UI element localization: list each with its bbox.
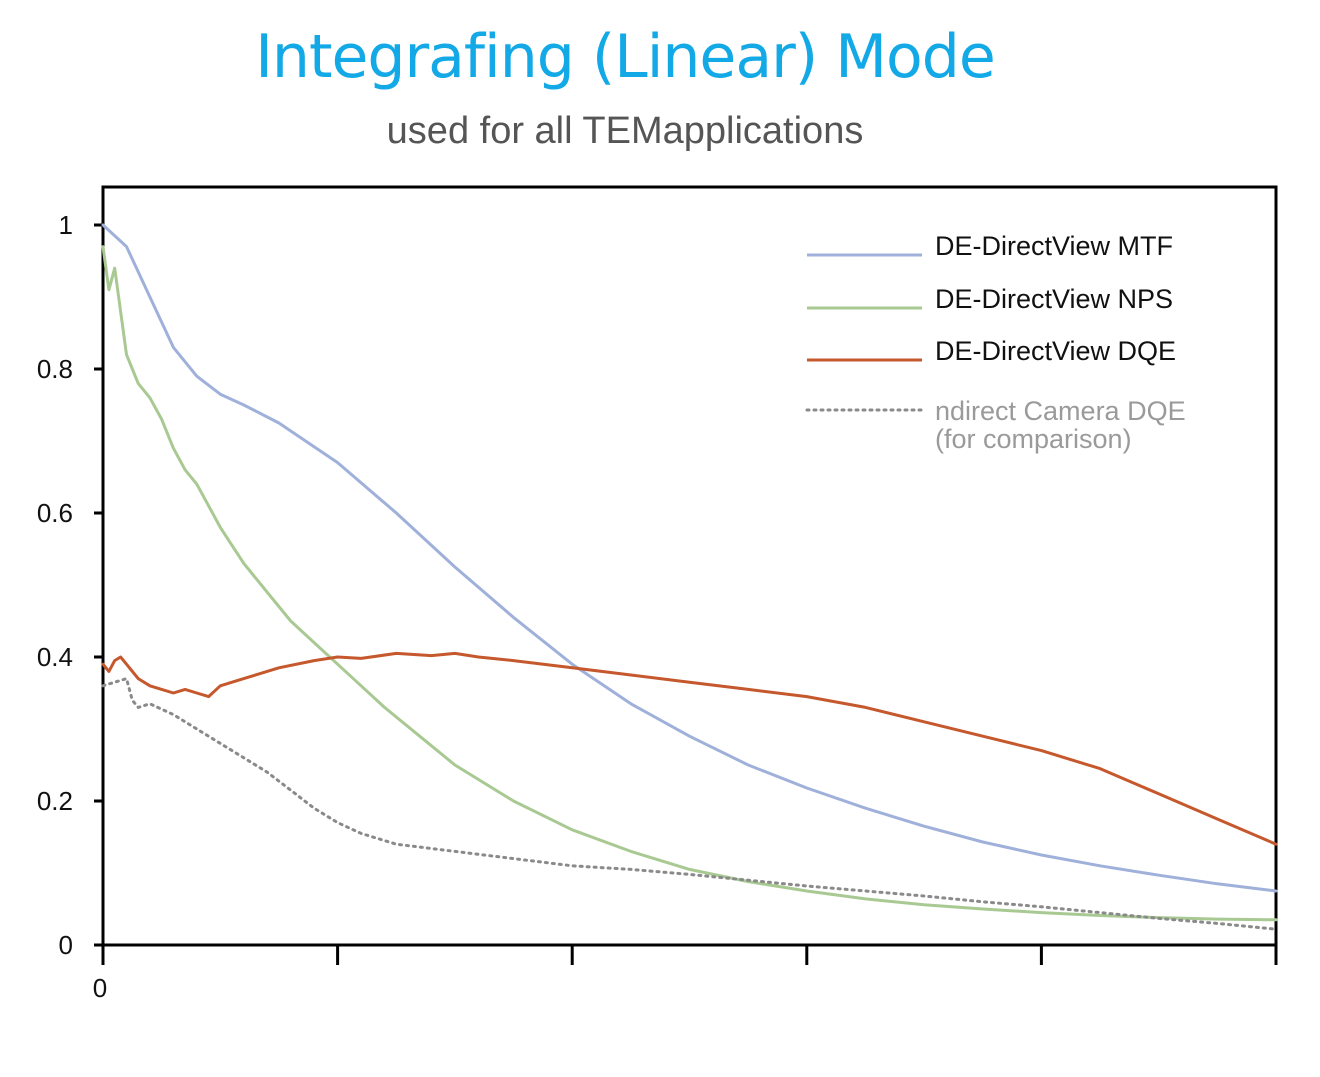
series-line-2 <box>101 245 1278 922</box>
legend-label: (for comparison) <box>935 424 1132 454</box>
y-tick-label: 0.4 <box>37 642 73 672</box>
legend-label: DE-DirectView NPS <box>935 284 1173 314</box>
x-tick-label: 0 <box>93 973 107 1003</box>
x-axis: 0 <box>93 945 1278 1003</box>
chart-title: Integrafing (Linear) Mode <box>255 22 996 92</box>
y-tick-label: 0.6 <box>37 498 73 528</box>
y-tick-label: 1 <box>59 210 73 240</box>
chart-subtitle: used for all TEMapplications <box>386 110 864 152</box>
series-line-3 <box>101 651 1278 846</box>
plot-frame <box>101 185 1278 947</box>
y-tick-label: 0 <box>59 930 73 960</box>
y-tick-label: 0.2 <box>37 786 73 816</box>
series-line-1 <box>101 223 1278 893</box>
legend-label: DE-DirectView DQE <box>935 336 1176 366</box>
legend-label: ndirect Camera DQE <box>935 396 1186 426</box>
legend-label: DE-DirectView MTF <box>935 231 1173 261</box>
legend: DE-DirectView MTF DE-DirectView NPS DE-Dir… <box>805 231 1186 454</box>
series-lines <box>101 223 1278 931</box>
series-line-4 <box>101 677 1278 931</box>
y-tick-label: 0.8 <box>37 354 73 384</box>
y-axis: 0 0.2 0.4 0.6 0.8 1 <box>37 210 103 960</box>
